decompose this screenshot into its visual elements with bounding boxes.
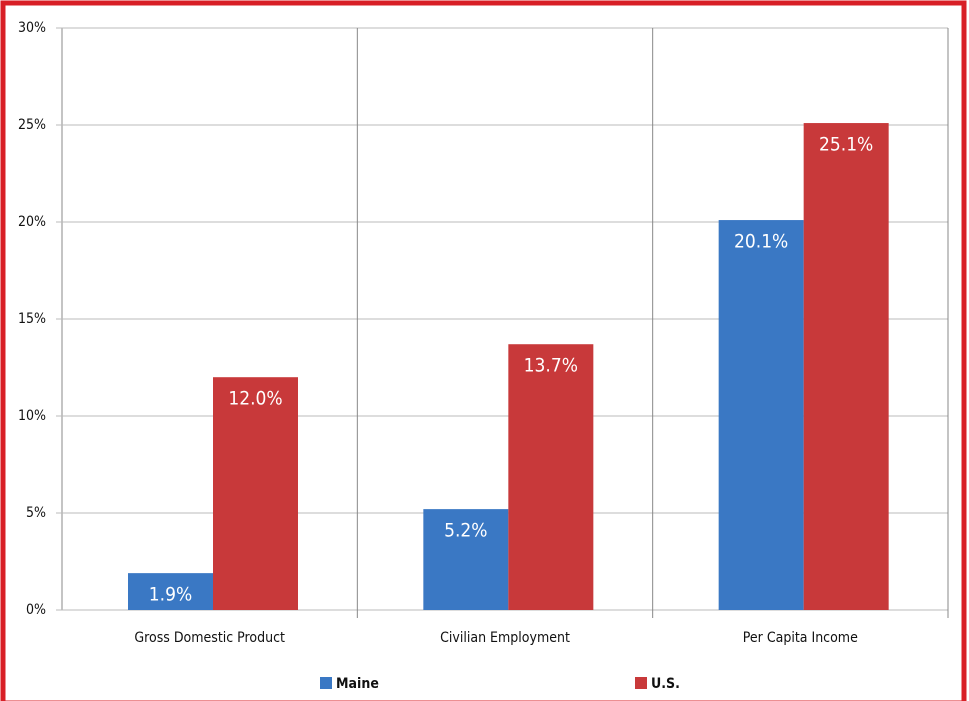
y-tick-label: 5% [26, 505, 46, 521]
bar [128, 573, 213, 610]
bar [423, 509, 509, 610]
y-tick-label: 25% [18, 117, 46, 133]
value-label: 1.9% [149, 584, 192, 606]
value-label: 13.7% [524, 355, 578, 377]
y-tick-label: 30% [18, 20, 46, 36]
y-tick-label: 20% [18, 214, 46, 230]
x-tick-label: Per Capita Income [743, 630, 858, 646]
y-tick-label: 15% [18, 311, 46, 327]
bar [718, 220, 804, 610]
y-tick-label: 0% [26, 602, 46, 618]
legend-swatch [320, 677, 332, 689]
value-label: 5.2% [444, 520, 487, 542]
legend-swatch [635, 677, 647, 689]
y-tick-label: 10% [18, 408, 46, 424]
bar [213, 377, 298, 610]
x-tick-label: Gross Domestic Product [134, 630, 285, 646]
value-label: 20.1% [734, 231, 788, 253]
bar [803, 123, 889, 610]
value-label: 12.0% [228, 388, 282, 410]
value-label: 25.1% [819, 134, 873, 156]
legend-label: U.S. [651, 676, 680, 692]
x-tick-label: Civilian Employment [440, 630, 570, 646]
bar [508, 344, 594, 610]
legend-label: Maine [336, 676, 379, 692]
